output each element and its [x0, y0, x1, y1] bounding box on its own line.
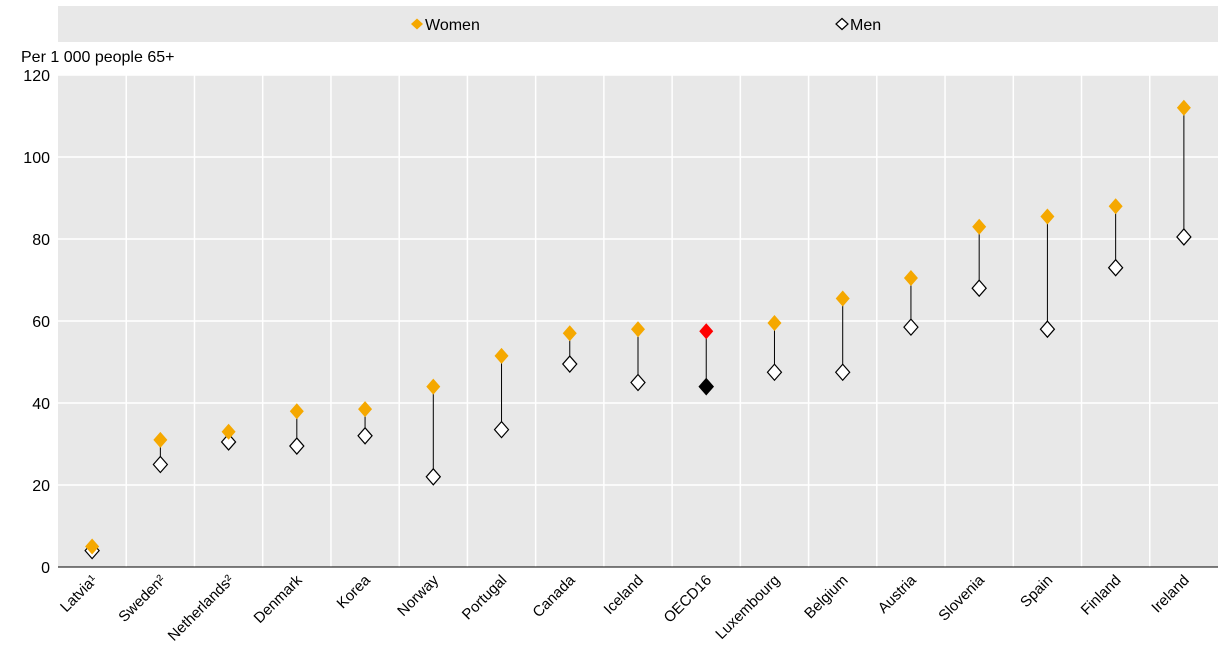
men-point [561, 355, 578, 373]
y-tick-label: 0 [41, 560, 50, 577]
x-tick-label: Korea [334, 571, 375, 612]
x-tick-label: Slovenia [935, 571, 988, 624]
x-tick-label: Sweden² [115, 572, 169, 626]
men-point [1176, 228, 1192, 246]
men-point [834, 363, 851, 382]
women-point [153, 431, 168, 448]
women-point [562, 325, 577, 342]
y-axis: 0 20 40 60 80 100 120 [23, 68, 50, 577]
women-point [699, 323, 714, 340]
women-point [85, 538, 100, 555]
men-point [220, 433, 237, 451]
women-point [631, 321, 645, 338]
women-point [289, 403, 304, 420]
women-point [1040, 208, 1055, 225]
women-point [903, 269, 918, 286]
x-tick-label: Ireland [1148, 572, 1192, 616]
women-point [494, 347, 509, 364]
x-tick-label: Luxembourg [712, 572, 783, 643]
y-tick-label: 60 [32, 314, 50, 331]
y-tick-label: 120 [23, 68, 50, 85]
gridlines [58, 74, 1218, 567]
women-point [1176, 99, 1191, 116]
men-point [1039, 320, 1056, 339]
y-tick-label: 40 [32, 396, 50, 413]
y-tick-label: 80 [32, 232, 50, 249]
legend-men-marker [835, 17, 849, 31]
series-men [84, 228, 1192, 560]
women-point [835, 290, 850, 307]
women-point [358, 401, 373, 418]
legend-men-label: Men [850, 17, 881, 34]
x-tick-label: Norway [394, 571, 442, 619]
x-tick-label: Belgium [801, 572, 851, 622]
women-point [426, 378, 441, 395]
x-tick-label: Iceland [601, 572, 647, 618]
legend-women-label: Women [425, 17, 480, 34]
series-women [85, 99, 1191, 555]
men-point [971, 279, 987, 298]
women-point [221, 423, 236, 440]
x-tick-label: Finland [1078, 572, 1125, 619]
women-point [1108, 198, 1123, 215]
men-point [766, 363, 783, 382]
legend: Women Men [411, 17, 881, 34]
men-point [698, 377, 715, 396]
x-tick-label: Denmark [251, 571, 306, 626]
x-tick-label: Austria [875, 571, 920, 616]
women-point [767, 315, 782, 332]
x-tick-label: Canada [529, 571, 579, 621]
men-point [903, 318, 919, 337]
women-point [972, 218, 987, 235]
men-point [357, 426, 373, 445]
x-tick-label: Latvia¹ [57, 572, 101, 616]
y-tick-label: 100 [23, 150, 50, 167]
x-tick-label: OECD16 [661, 572, 715, 626]
men-point [630, 373, 646, 392]
y-tick-label: 20 [32, 478, 50, 495]
men-point [425, 467, 442, 486]
x-tick-label: Spain [1017, 572, 1056, 611]
men-point [493, 420, 510, 439]
men-point [152, 455, 169, 474]
men-point [1107, 258, 1124, 277]
y-axis-unit-label: Per 1 000 people 65+ [21, 49, 174, 66]
legend-box [58, 6, 1218, 42]
x-tick-label: Netherlands² [165, 572, 238, 645]
men-point [289, 437, 305, 455]
x-tick-label: Portugal [459, 572, 511, 624]
legend-women-marker [411, 18, 423, 30]
